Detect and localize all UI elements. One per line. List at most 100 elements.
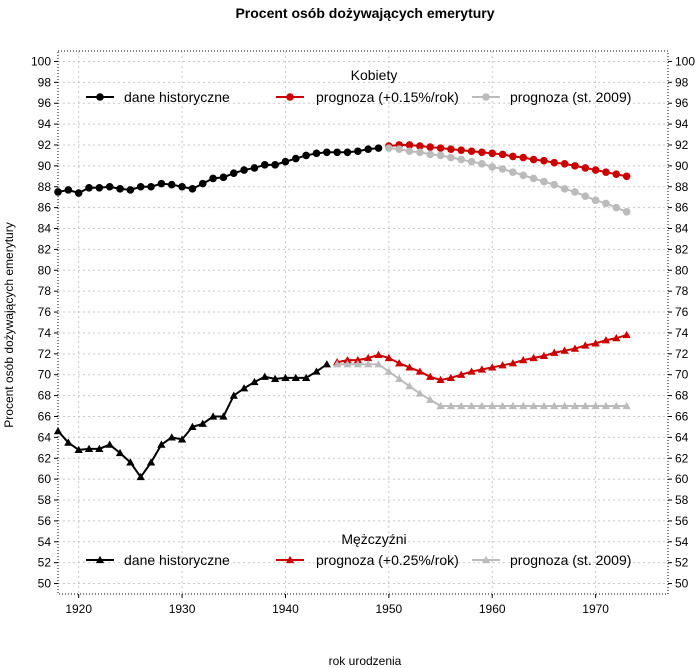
men-series-5-point bbox=[550, 401, 559, 410]
legend-swatch-marker bbox=[285, 555, 295, 564]
axis-ticks: 50 50 52 52 54 54 56 56 58 58 60 60 62 62 64 64 66 66 68 68… bbox=[31, 54, 695, 616]
women-series-1-point bbox=[405, 141, 414, 149]
men-series-3-point bbox=[167, 433, 176, 441]
men-series-3-point bbox=[281, 373, 290, 381]
men-series-5-point bbox=[560, 401, 569, 410]
y-tick-label-right: 88 bbox=[675, 180, 689, 194]
legend-swatch-marker bbox=[482, 93, 490, 101]
y-tick-label-right: 70 bbox=[675, 368, 689, 382]
y-tick-label-right: 52 bbox=[675, 556, 689, 570]
women-series-0-point bbox=[302, 151, 310, 160]
men-series-5-point bbox=[591, 401, 600, 410]
men-series-5-point bbox=[622, 401, 631, 410]
women-series-0-point bbox=[209, 174, 217, 183]
men-series-5-point bbox=[488, 401, 497, 410]
men-series-5-point bbox=[539, 401, 549, 410]
y-tick-label-left: 56 bbox=[38, 514, 52, 528]
men-series-4-point bbox=[426, 372, 435, 380]
y-tick-label-left: 60 bbox=[38, 472, 52, 486]
men-series-4-point bbox=[601, 336, 611, 344]
men-series-4-point bbox=[519, 355, 528, 364]
men-series-4-point bbox=[550, 348, 559, 356]
men-series-3-point bbox=[322, 360, 331, 368]
y-tick-label-left: 54 bbox=[38, 535, 52, 549]
men-series-4-point bbox=[395, 359, 404, 367]
men-series-3-point bbox=[208, 412, 218, 420]
legend-title-women: Kobiety bbox=[351, 67, 398, 83]
y-tick-label-left: 98 bbox=[38, 75, 52, 89]
men-series-4-point bbox=[467, 367, 476, 375]
men-series-4-point bbox=[591, 339, 600, 347]
men-series-4-point bbox=[353, 355, 362, 364]
women-series-0-point bbox=[147, 182, 155, 191]
men-series-4-point bbox=[457, 370, 466, 378]
legend-swatch-marker bbox=[96, 93, 104, 101]
women-series-0-point bbox=[64, 186, 73, 194]
men-series-5-point bbox=[508, 401, 518, 410]
women-series-0-point bbox=[343, 148, 352, 157]
men-series-3-point bbox=[115, 448, 125, 457]
y-tick-label-left: 88 bbox=[38, 180, 52, 194]
y-tick-label-left: 76 bbox=[38, 305, 52, 319]
women-series-1-point bbox=[436, 144, 445, 152]
men-series-4-point bbox=[622, 330, 631, 339]
grid bbox=[58, 51, 668, 594]
men-series-3-point bbox=[239, 384, 249, 392]
men-series-5-point bbox=[436, 401, 445, 410]
legend-entry-label: dane historyczne bbox=[124, 552, 230, 568]
women-series-0-point bbox=[105, 182, 114, 191]
men-series-3-point bbox=[95, 444, 104, 452]
men-series-5-point bbox=[498, 401, 507, 410]
y-tick-label-left: 92 bbox=[38, 138, 52, 152]
men-series-5-point bbox=[333, 360, 342, 368]
women-series-0-point bbox=[136, 182, 145, 191]
women-series-0-point bbox=[54, 188, 62, 196]
y-tick-label-right: 78 bbox=[675, 284, 689, 298]
men-series-4-point bbox=[405, 363, 414, 371]
women-series-2-point bbox=[416, 148, 424, 157]
men-series-4-point bbox=[612, 334, 621, 342]
men-series-3-point bbox=[74, 445, 83, 454]
legend: Kobiety dane historyczne prognoza (+0.15%/… bbox=[86, 67, 631, 568]
women-series-2-point bbox=[602, 199, 610, 208]
men-series-3-point bbox=[64, 438, 73, 446]
men-series-3-point bbox=[229, 391, 238, 399]
men-series-3-point bbox=[157, 440, 166, 448]
women-series-2-point bbox=[571, 188, 579, 196]
x-tick-label: 1970 bbox=[582, 602, 609, 616]
legend-swatch-marker bbox=[286, 93, 294, 101]
women-series-0-point bbox=[219, 173, 228, 182]
men-series-4 bbox=[333, 330, 631, 384]
y-tick-label-right: 98 bbox=[675, 75, 689, 89]
y-tick-label-left: 94 bbox=[38, 117, 52, 131]
men-series-3-point bbox=[301, 373, 311, 381]
men-series-5-point bbox=[446, 401, 456, 410]
men-series-4-point bbox=[488, 363, 497, 371]
women-series-1-point bbox=[560, 159, 569, 168]
men-series-4-point bbox=[415, 367, 425, 375]
y-tick-label-left: 78 bbox=[38, 284, 52, 298]
men-series-5-point bbox=[353, 360, 362, 368]
women-series-1-point bbox=[622, 172, 631, 181]
men-series-3-point bbox=[84, 444, 94, 452]
women-series-0-point bbox=[116, 185, 124, 193]
women-series-0-point bbox=[240, 166, 248, 174]
men-series-5-point bbox=[395, 374, 404, 382]
women-series-1-point bbox=[591, 166, 600, 174]
chart-title: Procent osób dożywających emerytury bbox=[235, 5, 494, 21]
y-tick-label-right: 54 bbox=[675, 535, 689, 549]
women-series-0-point bbox=[178, 182, 186, 191]
women-series-2-point bbox=[385, 144, 393, 152]
women-series-1-point bbox=[612, 170, 621, 179]
men-series-4-point bbox=[374, 350, 383, 358]
series-layer bbox=[53, 141, 631, 481]
men-series-5-point bbox=[384, 367, 393, 375]
women-series-0-point bbox=[250, 164, 259, 172]
y-tick-label-left: 84 bbox=[38, 222, 52, 236]
y-tick-label-right: 74 bbox=[675, 326, 689, 340]
men-series-3 bbox=[53, 360, 331, 481]
men-series-3-line bbox=[57, 363, 328, 479]
legend-swatch-marker bbox=[481, 555, 491, 564]
men-series-3-point bbox=[177, 435, 187, 443]
